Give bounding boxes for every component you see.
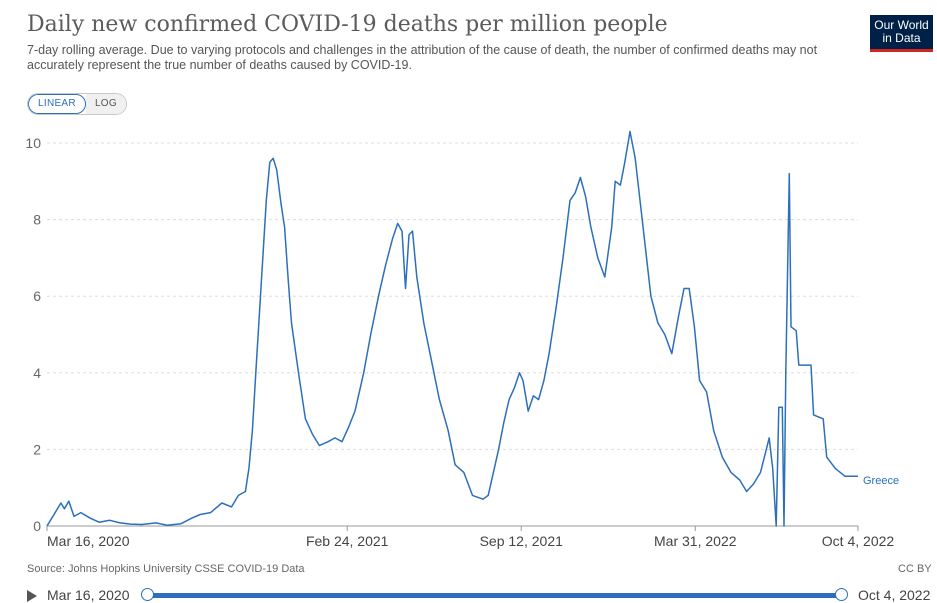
- source-note: Source: Johns Hopkins University CSSE CO…: [27, 563, 305, 575]
- log-scale-button[interactable]: LOG: [85, 94, 126, 114]
- timeline-track[interactable]: [148, 593, 842, 598]
- line-chart: 0 2 4 6 8 10 Mar 16, 2020 Feb 24, 2021 Sep 12, …: [25, 130, 899, 549]
- x-tick-label: Oct 4, 2022: [822, 533, 895, 549]
- timeline: Mar 16, 2020 Oct 4, 2022: [0, 584, 937, 603]
- x-tick-label: Mar 16, 2020: [47, 533, 130, 549]
- chart-title: Daily new confirmed COVID-19 deaths per …: [27, 12, 668, 37]
- timeline-end-label: Oct 4, 2022: [858, 587, 931, 603]
- owid-logo[interactable]: Our World in Data: [870, 15, 933, 52]
- logo-line-1: Our World: [874, 18, 929, 32]
- logo-line-2: in Data: [882, 31, 921, 45]
- x-tick-label: Sep 12, 2021: [480, 533, 564, 549]
- timeline-end-handle[interactable]: [835, 588, 848, 601]
- y-axis: 0 2 4 6 8 10: [25, 135, 41, 534]
- y-tick-label: 2: [33, 441, 41, 457]
- y-tick-label: 8: [33, 212, 41, 228]
- timeline-start-label: Mar 16, 2020: [47, 587, 130, 603]
- license-note[interactable]: CC BY: [898, 563, 932, 575]
- y-tick-label: 4: [33, 365, 41, 381]
- series-line-greece[interactable]: [46, 130, 858, 527]
- x-axis: Mar 16, 2020 Feb 24, 2021 Sep 12, 2021 Mar …: [46, 525, 895, 549]
- timeline-start-handle[interactable]: [141, 588, 154, 601]
- linear-scale-button[interactable]: LINEAR: [28, 94, 86, 114]
- series-layer: Greece: [46, 130, 899, 527]
- y-tick-label: 10: [25, 135, 41, 151]
- series-label-greece[interactable]: Greece: [863, 475, 899, 487]
- y-tick-label: 6: [33, 288, 41, 304]
- scale-toggle: LINEAR LOG: [27, 93, 127, 115]
- grid-lines: [47, 142, 858, 450]
- y-tick-label: 0: [33, 518, 41, 534]
- x-tick-label: Mar 31, 2022: [654, 533, 737, 549]
- x-tick-label: Feb 24, 2021: [306, 533, 389, 549]
- play-icon[interactable]: [27, 590, 37, 602]
- chart-subtitle: 7-day rolling average. Due to varying pr…: [27, 43, 818, 72]
